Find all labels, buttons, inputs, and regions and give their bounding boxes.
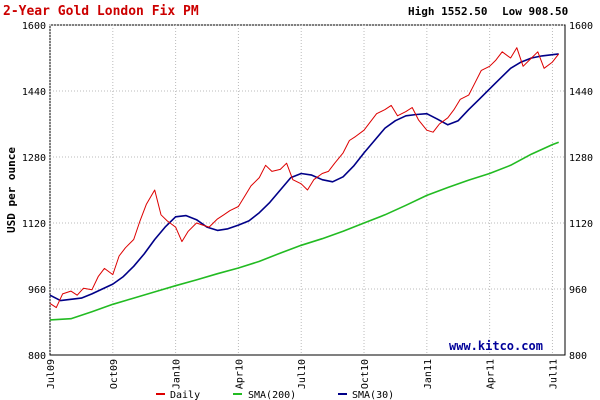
- low-label: Low 908.50: [502, 5, 568, 18]
- y-tick-label-left: 1280: [22, 153, 46, 164]
- grid-lines: [49, 24, 565, 355]
- x-tick-label: Jul11: [548, 359, 559, 389]
- series-sma200-line: [49, 141, 559, 321]
- y-tick-label-right: 1600: [569, 21, 593, 32]
- y-axis-label: USD per ounce: [5, 147, 18, 233]
- y-tick-label-right: 1440: [569, 87, 593, 98]
- x-tick-label: Jul09: [46, 359, 57, 389]
- series-sma30-line: [49, 53, 559, 302]
- y-tick-label-right: 1280: [569, 153, 593, 164]
- y-axis-ticks: 800 800 960 960 1120 1120 1280 1280 1440 1440 1600…: [22, 21, 593, 362]
- x-tick-label: Apr11: [486, 359, 497, 389]
- y-tick-label-right: 800: [569, 351, 587, 362]
- y-tick-label-right: 1120: [569, 219, 593, 230]
- x-tick-label: Jan10: [172, 359, 183, 389]
- series-lines: [49, 47, 560, 321]
- watermark: www.kitco.com: [449, 339, 543, 353]
- y-tick-label-left: 800: [28, 351, 46, 362]
- x-tick-label: Jul10: [297, 359, 308, 389]
- x-tick-label: Oct10: [360, 359, 371, 389]
- y-tick-label-left: 1600: [22, 21, 46, 32]
- x-axis-ticks: Jul09 Oct09 Jan10 Apr10 Jul10 Oct10 Jan11 Apr11…: [46, 359, 559, 389]
- high-label: High 1552.50: [408, 5, 487, 18]
- x-tick-label: Jan11: [423, 359, 434, 389]
- legend-sma30-label: SMA(30): [352, 390, 394, 400]
- legend-daily-label: Daily: [170, 390, 200, 400]
- y-tick-label-right: 960: [569, 285, 587, 296]
- legend: Daily SMA(200) SMA(30): [156, 390, 394, 400]
- y-tick-label-left: 1120: [22, 219, 46, 230]
- x-tick-label: Apr10: [234, 359, 245, 389]
- x-tick-label: Oct09: [109, 359, 120, 389]
- legend-sma200-label: SMA(200): [248, 390, 296, 400]
- series-daily-line: [49, 47, 560, 309]
- y-tick-label-left: 960: [28, 285, 46, 296]
- chart-title: 2-Year Gold London Fix PM: [3, 4, 199, 19]
- y-tick-label-left: 1440: [22, 87, 46, 98]
